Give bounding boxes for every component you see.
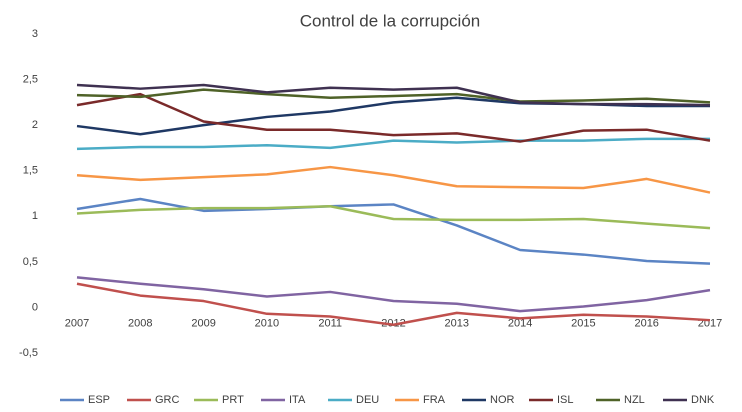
legend-label: NOR (490, 394, 515, 406)
legend-label: GRC (155, 394, 180, 406)
legend-label: ISL (557, 394, 574, 406)
legend-label: ESP (88, 394, 110, 406)
y-tick-label: 3 (32, 28, 38, 40)
x-tick-label: 2013 (445, 317, 469, 329)
y-tick-label: 2,5 (23, 73, 38, 85)
series-line (76, 83, 711, 107)
series-line (76, 165, 711, 194)
series-line (76, 88, 711, 104)
x-tick-label: 2015 (571, 317, 595, 329)
series-line (76, 92, 711, 143)
y-tick-label: 1,5 (23, 165, 38, 177)
legend-label: FRA (423, 394, 446, 406)
x-tick-label: 2010 (255, 317, 279, 329)
x-tick-label: 2008 (128, 317, 152, 329)
x-tick-label: 2014 (508, 317, 532, 329)
y-tick-label: 0,5 (23, 256, 38, 268)
legend-label: NZL (624, 394, 645, 406)
x-tick-label: 2012 (381, 317, 405, 329)
x-tick-label: 2016 (634, 317, 658, 329)
y-tick-label: 0 (32, 301, 38, 313)
legend-label: DEU (356, 394, 379, 406)
legend-label: DNK (691, 394, 715, 406)
y-tick-label: 1 (32, 210, 38, 222)
y-tick-label: 2 (32, 119, 38, 131)
legend-label: ITA (289, 394, 306, 406)
series-line (76, 282, 711, 326)
series-line (76, 137, 710, 151)
x-tick-label: 2007 (65, 317, 89, 329)
chart-title: Control de la corrupción (300, 11, 480, 30)
series-line (76, 197, 711, 265)
series-line (76, 205, 711, 230)
series-line (76, 276, 711, 313)
y-tick-label: -0,5 (19, 347, 38, 359)
x-tick-label: 2011 (318, 317, 342, 329)
legend-label: PRT (222, 394, 244, 406)
x-tick-label: 2009 (191, 317, 215, 329)
